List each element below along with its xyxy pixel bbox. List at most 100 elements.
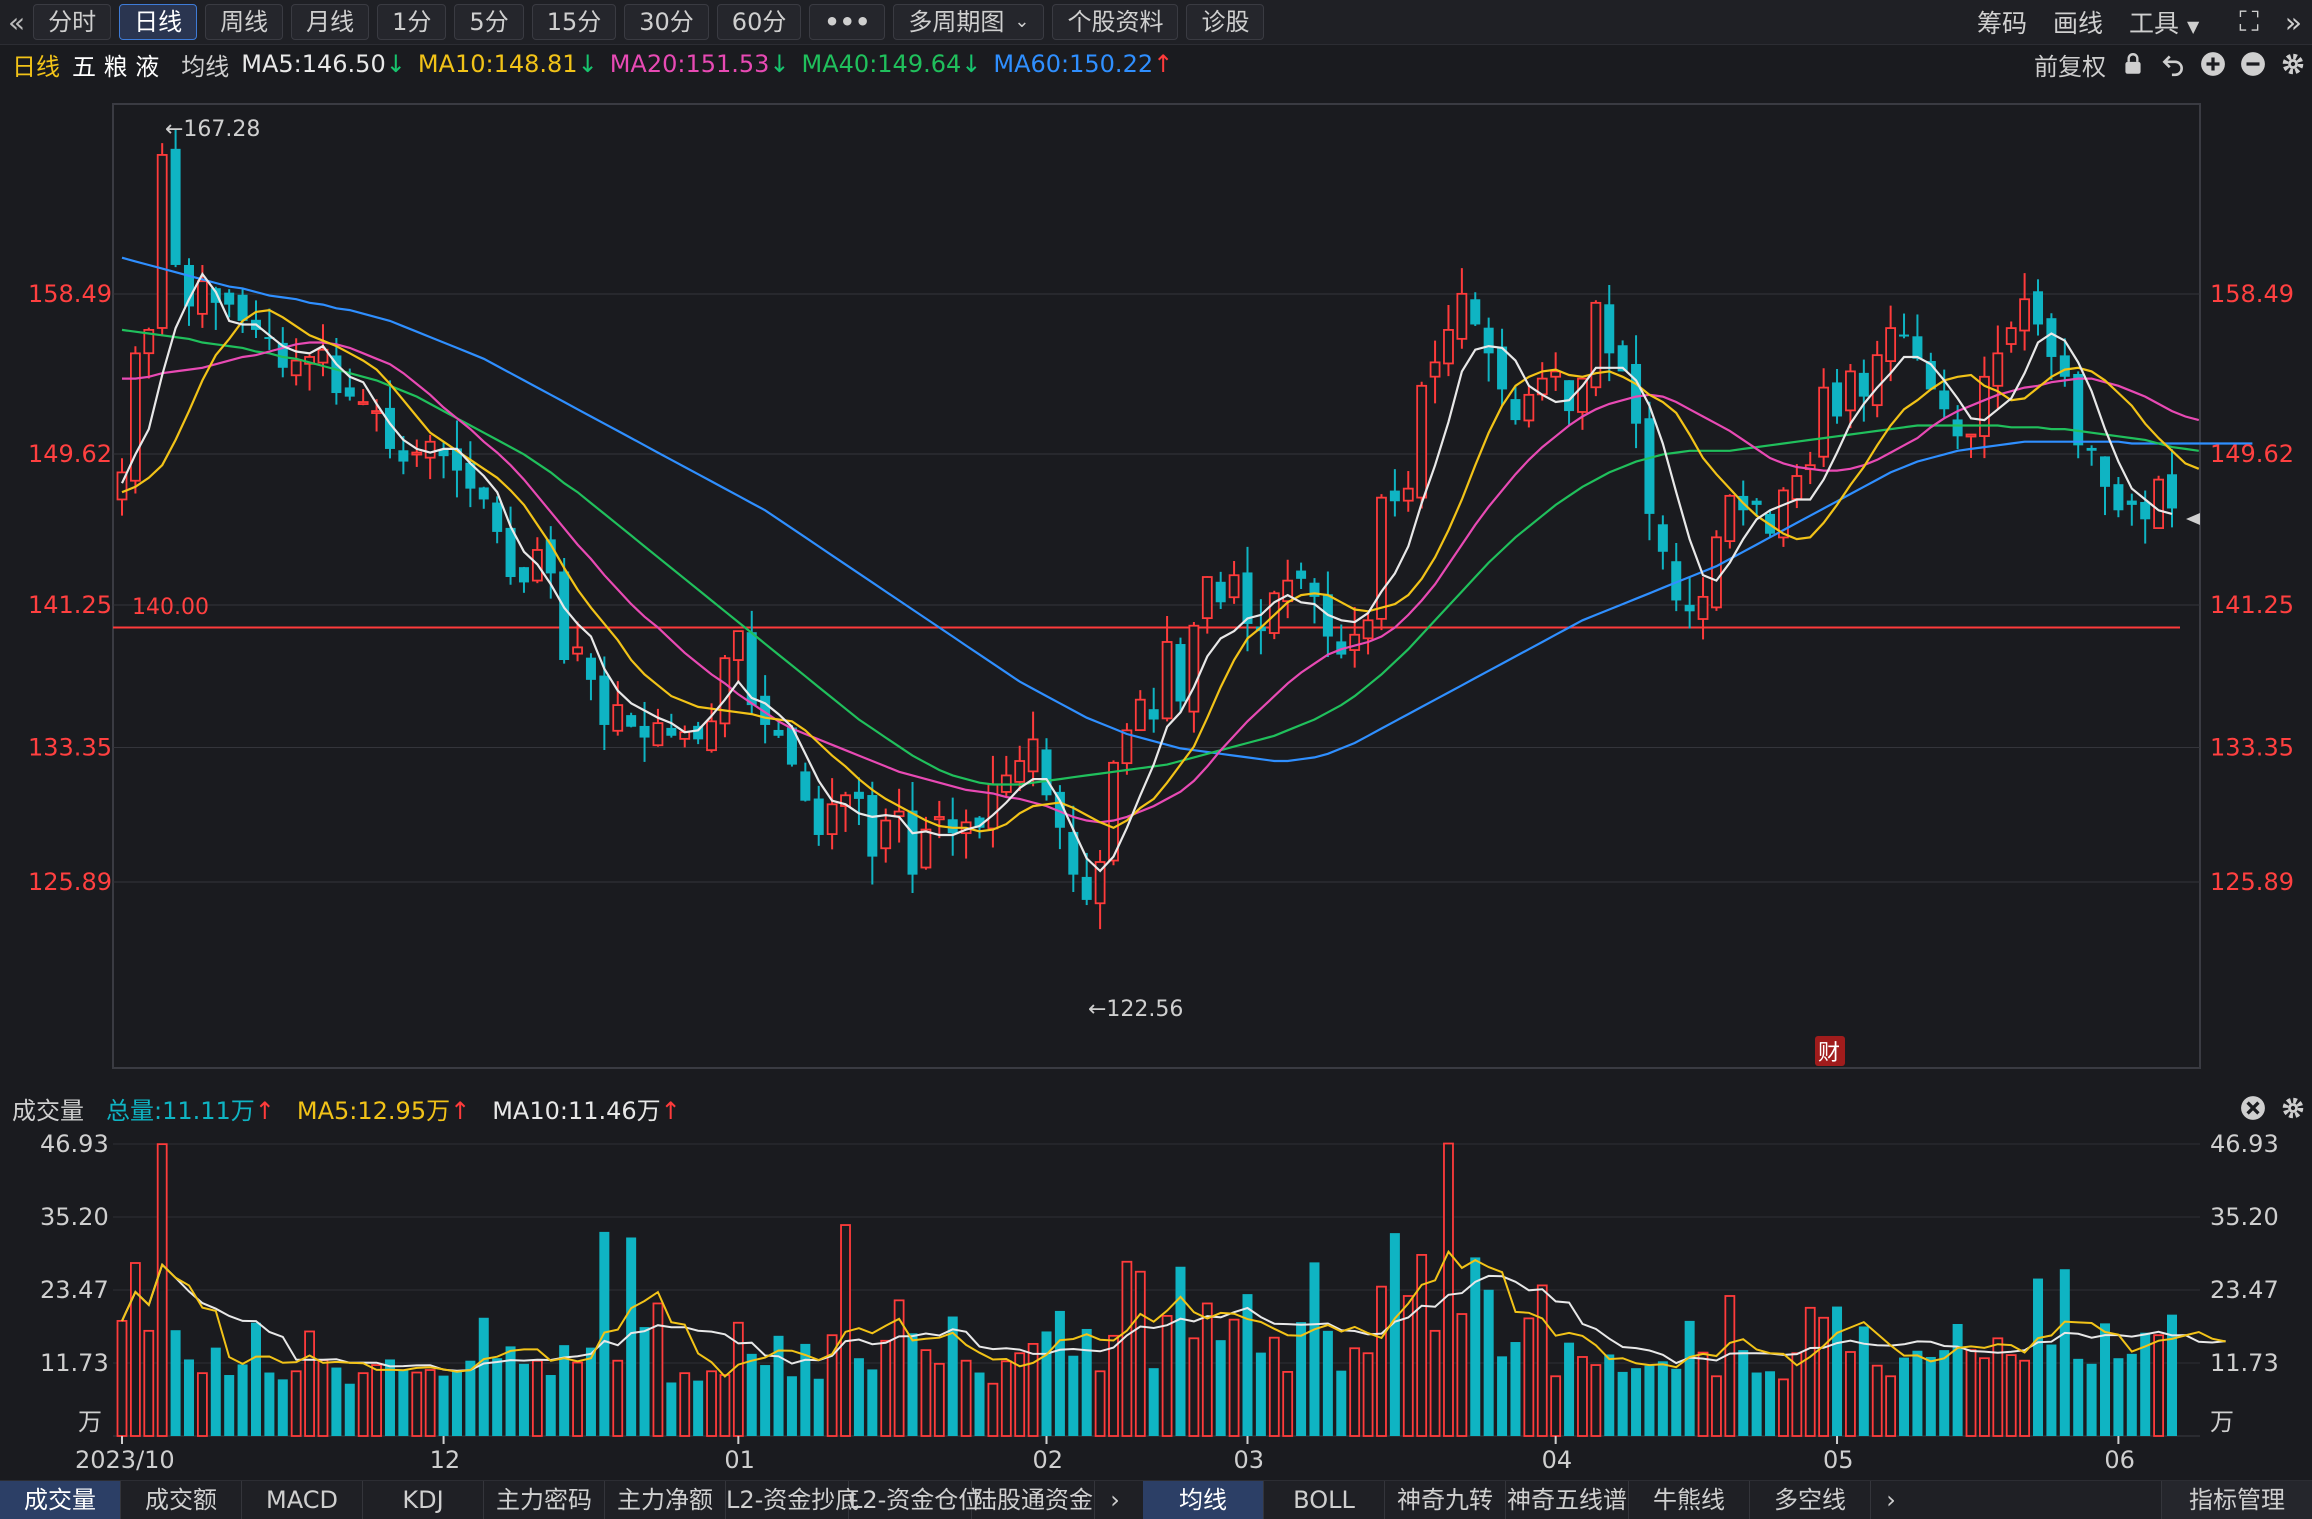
hline-label: 140.00 — [132, 595, 209, 620]
tools-menu-button[interactable]: 工具 ▼ — [2129, 4, 2199, 40]
period-tab[interactable]: 1分 — [377, 4, 447, 40]
candle-body — [760, 695, 771, 725]
period-tab[interactable]: 60分 — [716, 4, 802, 40]
volume-bar — [1309, 1262, 1320, 1436]
volume-bar — [1041, 1331, 1052, 1436]
volume-bar — [1148, 1368, 1159, 1436]
ma40-line — [121, 328, 2199, 786]
period-tab[interactable]: 15分 — [531, 4, 617, 40]
volume-bar — [1818, 1316, 1830, 1437]
price-chart[interactable]: 158.49 158.49 149.62 149.62 141.25 141.25 133.… — [0, 84, 2312, 1090]
ma-value: MA5:146.50↓ — [241, 50, 406, 78]
candle-body — [1014, 760, 1026, 783]
candle-body — [1778, 489, 1789, 539]
candle-body — [438, 449, 449, 457]
indicator-tab[interactable]: 成交量 — [0, 1481, 121, 1519]
period-tab[interactable]: 月线 — [291, 4, 370, 40]
ma10-line — [121, 308, 2200, 833]
indicator-tab[interactable]: L2-资金仓位 — [849, 1481, 982, 1519]
chevron-down-icon: ⌄ — [1014, 11, 1030, 32]
indicator-tabs-left: 成交量 成交额 MACD KDJ 主力密码 主力净额 L2-资金抄底 L2-资金仓位 陆股通资金 — [0, 1481, 1095, 1519]
candle-body — [987, 783, 999, 830]
multi-period-button[interactable]: 多周期图 ⌄ — [893, 4, 1045, 40]
zoom-out-icon[interactable] — [2240, 51, 2266, 77]
indicator-tab[interactable]: 成交额 — [121, 1481, 242, 1519]
indicator-tab[interactable]: L2-资金抄底 — [726, 1481, 859, 1519]
close-circle-icon[interactable] — [2240, 1095, 2266, 1121]
candle-body — [2167, 474, 2177, 509]
diagnose-button[interactable]: 诊股 — [1186, 4, 1265, 40]
volume-bar — [1282, 1371, 1294, 1437]
indicator-manage-button[interactable]: 指标管理 — [2161, 1481, 2312, 1519]
period-tab[interactable]: 日线 — [119, 4, 198, 40]
volume-bar — [170, 1330, 181, 1436]
candle-body — [1510, 399, 1521, 421]
indicator-tab[interactable]: 多空线 — [1750, 1481, 1871, 1519]
expand-icon[interactable]: ⛶ — [2239, 5, 2259, 38]
volume-bar — [800, 1343, 811, 1436]
candle-body — [2073, 373, 2084, 446]
price-label-left: 141.25 — [28, 591, 112, 619]
ma20-line — [122, 341, 2200, 824]
volume-bar — [424, 1369, 436, 1437]
chevron-right-icon[interactable]: › — [1110, 1486, 1120, 1514]
volume-bar — [398, 1369, 409, 1436]
indicator-tab[interactable]: 陆股通资金 — [972, 1481, 1095, 1519]
volume-bar — [183, 1359, 194, 1436]
candle-body — [196, 280, 208, 315]
period-tab[interactable]: 5分 — [454, 4, 524, 40]
chips-button[interactable]: 筹码 — [1976, 9, 2027, 38]
indicator-tab[interactable]: BOLL — [1264, 1481, 1385, 1519]
undo-icon[interactable] — [2160, 51, 2186, 77]
period-tab[interactable]: 30分 — [624, 4, 709, 40]
indicator-tab[interactable]: MACD — [242, 1481, 363, 1519]
indicator-tab[interactable]: 牛熊线 — [1629, 1481, 1750, 1519]
double-chevron-right-icon[interactable]: » — [2284, 5, 2302, 39]
more-button[interactable]: ••• — [809, 4, 886, 40]
candle-body — [1697, 595, 1709, 620]
indicator-tab[interactable]: KDJ — [363, 1481, 484, 1519]
volume-bar — [2059, 1269, 2070, 1436]
volume-label-right: 11.73 — [2210, 1349, 2279, 1377]
candle-body — [773, 729, 784, 736]
volume-bar — [1550, 1375, 1562, 1437]
low-marker: ←122.56 — [1088, 997, 1183, 1022]
volume-chart[interactable]: 46.93 46.93 35.20 35.20 23.47 23.47 11.73 11.73… — [0, 1128, 2312, 1480]
date-label: 12 — [430, 1446, 461, 1474]
ma-label[interactable]: 均线 — [181, 52, 230, 81]
volume-bar — [545, 1375, 556, 1436]
volume-bar — [1336, 1370, 1347, 1436]
volume-bar — [1483, 1289, 1494, 1436]
candle-body — [1858, 372, 1869, 397]
candle-body — [1041, 749, 1052, 796]
candle-body — [371, 410, 382, 414]
period-tab[interactable]: 周线 — [205, 4, 284, 40]
finance-badge[interactable]: 财 — [1815, 1036, 1845, 1066]
indicator-tab[interactable]: 主力密码 — [484, 1481, 605, 1519]
candle-body — [1336, 641, 1347, 655]
candle-body — [1885, 327, 1897, 363]
volume-title: 成交量 — [12, 1096, 84, 1125]
chevron-right-icon[interactable]: › — [1886, 1486, 1896, 1514]
stock-profile-button[interactable]: 个股资料 — [1052, 4, 1179, 40]
indicator-tab[interactable]: 均线 — [1143, 1481, 1264, 1519]
period-tab[interactable]: 分时 — [33, 4, 112, 40]
volume-bar — [1510, 1342, 1521, 1436]
volume-label-left: 46.93 — [40, 1130, 109, 1158]
gear-icon[interactable] — [2280, 1095, 2306, 1121]
adjust-label[interactable]: 前复权 — [2034, 52, 2106, 81]
lock-icon[interactable] — [2120, 51, 2146, 77]
indicator-tab[interactable]: 神奇九转 — [1385, 1481, 1506, 1519]
draw-line-button[interactable]: 画线 — [2052, 9, 2103, 38]
volume-bar — [1054, 1310, 1065, 1436]
zoom-in-icon[interactable] — [2200, 51, 2226, 77]
candle-body — [384, 407, 395, 449]
date-label: 01 — [724, 1446, 755, 1474]
candle-body — [853, 791, 864, 799]
candle-body — [465, 462, 476, 489]
double-chevron-left-icon[interactable]: « — [8, 5, 26, 39]
indicator-tab[interactable]: 主力净额 — [605, 1481, 726, 1519]
gear-icon[interactable] — [2280, 51, 2306, 77]
candle-body — [1416, 384, 1428, 499]
indicator-tab[interactable]: 神奇五线谱 — [1506, 1481, 1629, 1519]
